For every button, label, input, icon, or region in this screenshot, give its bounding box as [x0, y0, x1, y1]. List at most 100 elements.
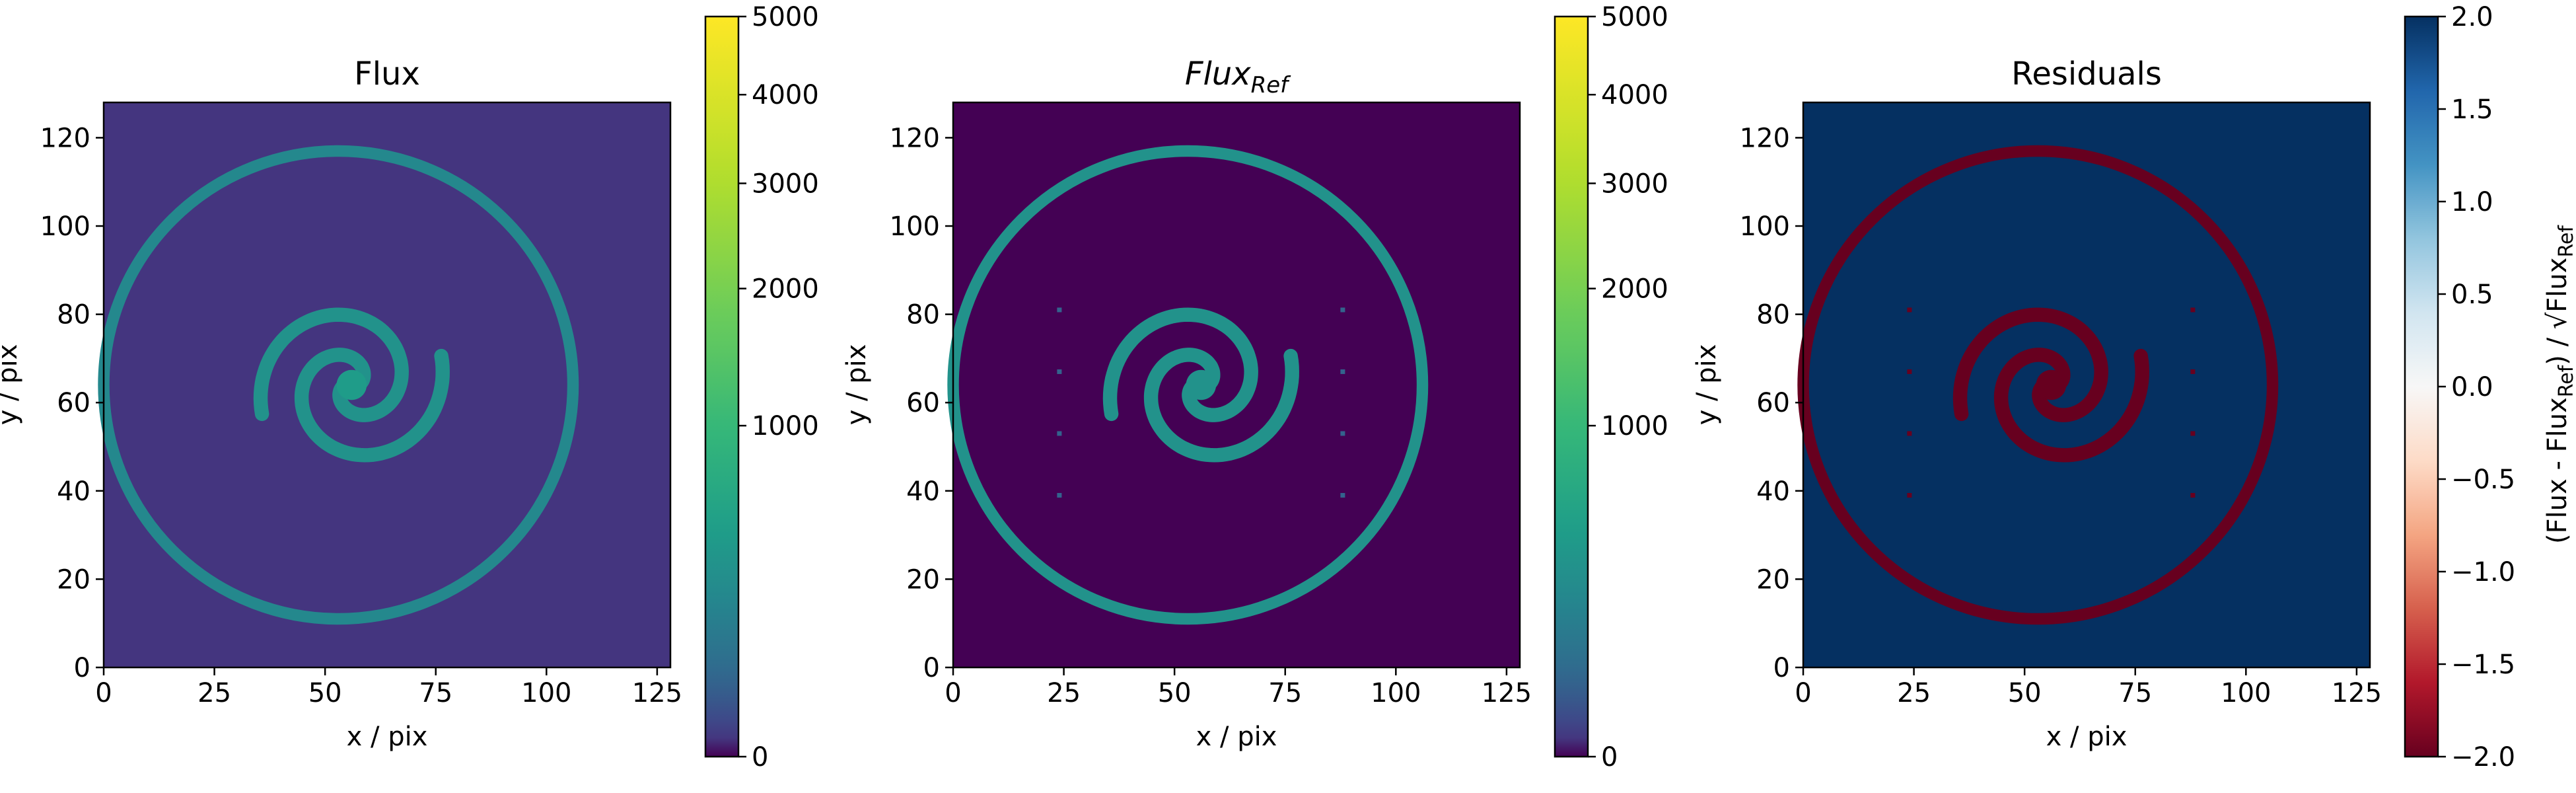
- y-tick-label: 80: [1756, 300, 1790, 330]
- y-tick-label: 100: [1740, 211, 1790, 242]
- x-tick-label: 125: [632, 678, 682, 708]
- x-tick-label: 25: [1897, 678, 1931, 708]
- residuals-y-axis-label: y / pix: [1692, 344, 1722, 426]
- point-source: [1907, 431, 1912, 436]
- y-tick-label: 40: [906, 476, 940, 507]
- y-tick-label: 120: [40, 123, 90, 153]
- point-source: [2190, 492, 2196, 498]
- flux-ref-axes-frame: [952, 101, 1521, 669]
- colorbar-tick-label: 2.0: [2451, 2, 2493, 32]
- y-tick-label: 0: [1773, 653, 1790, 683]
- flux-heatmap: [98, 102, 670, 667]
- colorbar-tick-label: 0: [752, 742, 768, 773]
- y-tick-label: 40: [1756, 476, 1790, 507]
- flux-ref-colorbar: 0 1000 2000 3000 4000 5000: [1554, 2, 1668, 773]
- residuals-colorbar: −2.0 −1.5 −1.0 −0.5 0.0 0.5 1.0 1.5 2.0: [2404, 2, 2515, 773]
- point-source: [1057, 307, 1062, 313]
- colorbar-tick-label: −1.5: [2451, 650, 2515, 680]
- residuals-title: Residuals: [2011, 56, 2162, 93]
- flux-title: Flux: [354, 56, 420, 93]
- panel-flux-ref: FluxRef x / pix y / pix 0 25 50 75 100 125 0 20…: [841, 2, 1668, 773]
- y-tick-label: 20: [906, 564, 940, 595]
- y-tick-label: 0: [923, 653, 940, 683]
- spiral-core: [336, 369, 367, 400]
- panel-flux: Flux x / pix y / pix 0 25 50 75 100 125 0 20 40 6…: [0, 2, 819, 773]
- colorbar-tick-label: 1000: [752, 411, 819, 441]
- y-tick-label: 100: [890, 211, 940, 242]
- heatmap-background: [953, 102, 1520, 667]
- x-tick-label: 100: [2221, 678, 2271, 708]
- y-tick-label: 120: [1740, 123, 1790, 153]
- colorbar-tick-label: 1000: [1601, 411, 1668, 441]
- spiral-arm: [1102, 307, 1258, 422]
- colorbar-tick-label: 0.0: [2451, 372, 2493, 402]
- colorbar-gradient: [1554, 15, 1589, 758]
- colorbar-tick-label: 4000: [752, 80, 819, 110]
- spiral-arm: [1143, 348, 1299, 463]
- point-source: [1340, 307, 1345, 313]
- flux-ref-y-axis-label: y / pix: [841, 344, 872, 426]
- x-tick-label: 125: [2332, 678, 2382, 708]
- colorbar-tick-label: 5000: [752, 2, 819, 32]
- spiral-core: [1186, 369, 1217, 400]
- y-tick-label: 20: [57, 564, 90, 595]
- point-source: [1907, 492, 1912, 498]
- colorbar-tick-label: 2000: [752, 274, 819, 305]
- residuals-x-axis-label: x / pix: [2046, 722, 2128, 752]
- panel-residuals: Residuals x / pix y / pix 0 25 50 75 100 1250…: [1692, 2, 2576, 773]
- residuals-colorbar-label: (Flux - FluxRef) / √FluxRef: [2542, 225, 2576, 544]
- y-tick-label: 80: [906, 300, 940, 330]
- point-source: [2190, 369, 2196, 374]
- spiral-arm: [294, 348, 450, 463]
- point-source: [2190, 307, 2196, 313]
- colorbar-tick-label: 5000: [1601, 2, 1668, 32]
- x-tick-label: 50: [1158, 678, 1192, 708]
- y-tick-label: 60: [1756, 388, 1790, 418]
- x-tick-label: 75: [419, 678, 452, 708]
- point-source: [1907, 369, 1912, 374]
- x-tick-label: 100: [1371, 678, 1421, 708]
- residuals-axes-frame: [1802, 101, 2371, 669]
- point-source: [1057, 431, 1062, 436]
- heatmap-background: [1803, 102, 2370, 667]
- colorbar-tick-label: 4000: [1601, 80, 1668, 110]
- colorbar-gradient: [704, 15, 740, 758]
- y-tick-label: 120: [890, 123, 940, 153]
- y-tick-label: 20: [1756, 564, 1790, 595]
- flux-colorbar: 0 1000 2000 3000 4000 5000: [704, 2, 819, 773]
- colorbar-gradient: [2404, 15, 2439, 758]
- heatmap-background: [104, 102, 670, 667]
- colorbar-tick-label: −2.0: [2451, 742, 2515, 773]
- colorbar-tick-label: 3000: [1601, 169, 1668, 199]
- x-tick-label: 100: [521, 678, 571, 708]
- colorbar-tick-label: 0.5: [2451, 280, 2493, 310]
- y-tick-label: 60: [906, 388, 940, 418]
- y-tick-label: 100: [40, 211, 90, 242]
- x-tick-label: 0: [945, 678, 961, 708]
- residuals-axis-ticks: 0 25 50 75 100 125 0 20 40 60 80 100 120: [1740, 123, 2382, 708]
- colorbar-tick-label: 2000: [1601, 274, 1668, 305]
- flux-y-axis-label: y / pix: [0, 344, 23, 426]
- colorbar-tick-label: 1.5: [2451, 94, 2493, 125]
- x-tick-label: 125: [1482, 678, 1532, 708]
- x-tick-label: 75: [1268, 678, 1302, 708]
- x-tick-label: 50: [2008, 678, 2042, 708]
- flux-x-axis-label: x / pix: [347, 722, 428, 752]
- point-source: [1057, 369, 1062, 374]
- point-source: [2190, 431, 2196, 436]
- colorbar-tick-label: −0.5: [2451, 465, 2515, 495]
- point-source: [1057, 492, 1062, 498]
- flux-ref-axis-ticks: 0 25 50 75 100 125 0 20 40 60 80 100 120: [890, 123, 1532, 708]
- residuals-heatmap: [1797, 102, 2370, 667]
- flux-ref-heatmap: [947, 102, 1520, 667]
- flux-ref-title: FluxRef: [1185, 56, 1291, 98]
- flux-axis-ticks: 0 25 50 75 100 125 0 20 40 60 80 100 120: [40, 123, 682, 708]
- colorbar-tick-label: −1.0: [2451, 557, 2515, 587]
- point-source: [1340, 492, 1345, 498]
- point-source: [1340, 431, 1345, 436]
- spiral-arm: [253, 307, 409, 422]
- flux-axes-frame: [102, 101, 672, 669]
- x-tick-label: 0: [1795, 678, 1811, 708]
- spiral-core: [2036, 369, 2067, 400]
